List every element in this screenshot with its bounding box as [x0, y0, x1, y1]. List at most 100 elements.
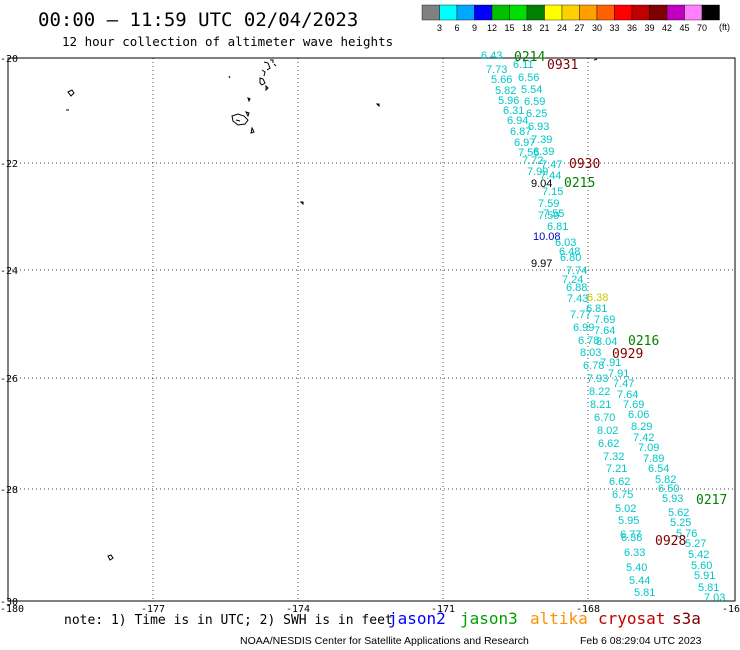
wave-height-value: 7.42 — [633, 432, 654, 444]
legend-swatch — [701, 4, 720, 21]
wave-height-value: 7.89 — [643, 453, 664, 465]
pass-time-label: 0215 — [564, 176, 595, 191]
legend-label: 15 — [504, 23, 514, 33]
lat-tick-label: -22 — [0, 159, 18, 170]
wave-height-value: 5.82 — [495, 85, 516, 97]
wave-height-value: 5.95 — [618, 515, 639, 527]
wave-height-value: 7.55 — [543, 208, 564, 220]
wave-height-value: 7.43 — [567, 293, 588, 305]
legend-swatch — [666, 4, 685, 21]
wave-height-value: 5.81 — [698, 582, 719, 594]
wave-height-legend: 3 6 9 12 15 18 21 24 27 30 33 36 39 42 45 70 — [421, 4, 720, 33]
wave-height-value: 7.99 — [527, 166, 548, 178]
legend-swatch — [596, 4, 615, 21]
wave-height-value: 5.96 — [498, 95, 519, 107]
wave-height-value: 5.54 — [521, 84, 542, 96]
wave-height-value: 6.50 — [658, 483, 679, 495]
legend-swatch — [421, 4, 440, 21]
legend-swatch — [614, 4, 633, 21]
wave-height-value: 7.39 — [531, 134, 552, 146]
legend-label: 21 — [539, 23, 549, 33]
wave-height-value: 5.81 — [634, 587, 655, 599]
pass-time-label: 0216 — [628, 334, 659, 349]
wave-height-value: 6.99 — [573, 322, 594, 334]
wave-height-value: 8.04 — [596, 336, 617, 348]
wave-height-value: 7.44 — [540, 170, 561, 182]
legend-label: 42 — [662, 23, 672, 33]
pass-time-label: 0217 — [696, 493, 727, 508]
wave-height-value: 6.62 — [598, 438, 619, 450]
wave-height-value: 9.04 — [531, 178, 552, 190]
legend-label: 6 — [454, 23, 459, 33]
wave-height-value: 7.47 — [613, 378, 634, 390]
wave-height-value: 5.27 — [685, 538, 706, 550]
satellite-name: altika — [530, 609, 588, 628]
legend-label: 30 — [592, 23, 602, 33]
wave-height-value: 7.64 — [617, 389, 638, 401]
pass-time-label: 0214 — [514, 50, 545, 65]
map-subtitle: 12 hour collection of altimeter wave hei… — [62, 34, 393, 49]
satellite-legend: jason2 jason3 altika cryosat s3a — [388, 609, 701, 628]
legend-label: 33 — [609, 23, 619, 33]
page-title: 00:00 – 11:59 UTC 02/04/2023 — [38, 9, 358, 31]
legend-label: 12 — [487, 23, 497, 33]
legend-swatch — [649, 4, 668, 21]
wave-height-value: 8.02 — [597, 425, 618, 437]
legend-label: 70 — [697, 23, 707, 33]
wave-height-value: 6.56 — [518, 72, 539, 84]
wave-height-value: 6.62 — [609, 476, 630, 488]
wave-height-value: 7.91 — [608, 368, 629, 380]
lon-tick-label: -177 — [141, 604, 165, 615]
wave-height-values: 6.43 6.11 7.73 6.56 5.66 5.54 5.82 6.59 5.96 6.25… — [481, 50, 725, 604]
wave-height-value: 7.72 — [522, 155, 543, 167]
lat-tick-label: -26 — [0, 374, 18, 385]
wave-height-value: 5.82 — [655, 474, 676, 486]
wave-height-value: 6.25 — [526, 108, 547, 120]
legend-label: 27 — [574, 23, 584, 33]
lat-tick-label: -20 — [0, 54, 18, 65]
legend-swatch — [579, 4, 598, 21]
wave-height-value: 6.87 — [510, 126, 531, 138]
units-note: note: 1) Time is in UTC; 2) SWH is in fe… — [64, 613, 393, 628]
lon-tick-label: -180 — [0, 604, 24, 615]
legend-label: 18 — [522, 23, 532, 33]
wave-height-value: 5.44 — [629, 575, 650, 587]
wave-height-value: 6.39 — [533, 146, 554, 158]
wave-height-value: 6.93 — [528, 121, 549, 133]
lat-tick-label: -24 — [0, 266, 18, 277]
wave-height-value: 5.62 — [668, 507, 689, 519]
wave-height-value: 7.69 — [623, 399, 644, 411]
wave-height-value: 7.91 — [600, 357, 621, 369]
wave-height-value: 6.03 — [555, 237, 576, 249]
wave-height-value: 5.66 — [491, 74, 512, 86]
pass-time-label: 0930 — [569, 157, 600, 172]
wave-height-value: 6.94 — [507, 115, 528, 127]
wave-height-value: 7.73 — [486, 64, 507, 76]
legend-swatch — [439, 4, 458, 21]
legend-label: 39 — [644, 23, 654, 33]
wave-height-value: 7.32 — [603, 451, 624, 463]
wave-height-value: 6.75 — [612, 489, 633, 501]
wave-height-value: 6.06 — [628, 409, 649, 421]
wave-height-value: 6.31 — [503, 105, 524, 117]
generated-timestamp: Feb 6 08:29:04 UTC 2023 — [580, 635, 702, 647]
wave-height-value: 7.24 — [562, 274, 583, 286]
legend-swatch — [491, 4, 510, 21]
legend-swatch — [526, 4, 545, 21]
wave-height-value: 5.42 — [688, 549, 709, 561]
legend-label: 45 — [679, 23, 689, 33]
satellite-name: jason3 — [460, 609, 518, 628]
lon-tick-label: -174 — [286, 604, 310, 615]
legend-swatch — [684, 4, 703, 21]
wave-height-value: 6.70 — [594, 412, 615, 424]
wave-height-value: 6.43 — [481, 50, 502, 62]
pass-time-label: 0929 — [612, 347, 643, 362]
wave-height-value: 7.47 — [541, 159, 562, 171]
satellite-name: cryosat — [598, 609, 665, 628]
wave-height-value: 5.76 — [676, 528, 697, 540]
wave-height-value: 7.09 — [638, 442, 659, 454]
wave-height-value: 7.59 — [538, 198, 559, 210]
wave-height-value: 6.97 — [514, 137, 535, 149]
wave-height-value: 7.15 — [542, 186, 563, 198]
wave-height-value: 10.08 — [533, 231, 561, 243]
